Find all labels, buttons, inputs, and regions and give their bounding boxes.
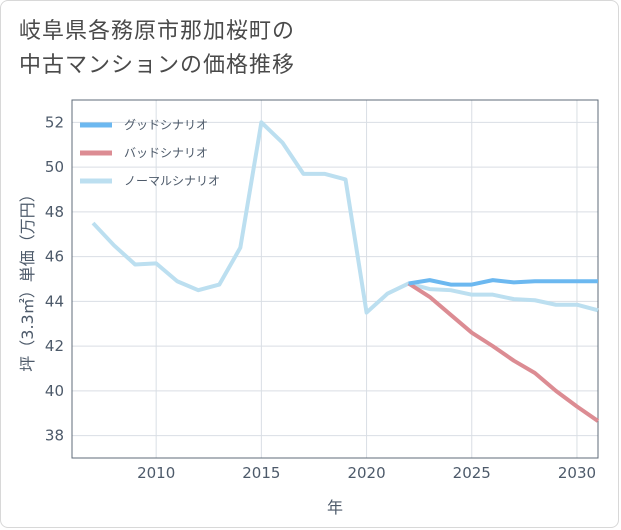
legend-label: グッドシナリオ [124, 118, 208, 132]
y-axis-label: 坪（3.3㎡）単価（万円） [18, 186, 37, 371]
y-tick-label: 42 [45, 337, 64, 355]
y-tick-label: 38 [45, 427, 64, 445]
x-tick-label: 2020 [347, 464, 385, 482]
y-tick-label: 44 [45, 292, 64, 310]
y-tick-label: 50 [45, 158, 64, 176]
grid-lines [72, 100, 598, 458]
legend-label: バッドシナリオ [124, 146, 208, 160]
y-axis-ticks: 38 40 42 44 46 48 50 52 [45, 113, 64, 444]
y-tick-label: 46 [45, 248, 64, 266]
x-axis-ticks: 2010 2015 2020 2025 2030 [137, 464, 596, 482]
plot-frame [71, 99, 599, 459]
legend-label: ノーマルシナリオ [124, 174, 220, 188]
x-axis-label: 年 [327, 498, 343, 517]
chart-title-line-2: 中古マンションの価格推移 [19, 53, 296, 78]
y-tick-label: 52 [45, 113, 64, 131]
chart-title-line-1: 岐阜県各務原市那加桜町の [19, 19, 296, 44]
y-tick-label: 48 [45, 203, 64, 221]
series-line-2 [91, 120, 599, 315]
x-tick-label: 2025 [453, 464, 491, 482]
x-tick-label: 2015 [242, 464, 280, 482]
y-tick-label: 40 [45, 382, 64, 400]
x-tick-label: 2030 [558, 464, 596, 482]
series-line-0 [408, 278, 598, 287]
x-tick-label: 2010 [137, 464, 175, 482]
chart-title: 岐阜県各務原市那加桜町の 中古マンションの価格推移 [19, 15, 295, 83]
series-line-1 [407, 281, 600, 423]
series-lines [91, 120, 600, 423]
